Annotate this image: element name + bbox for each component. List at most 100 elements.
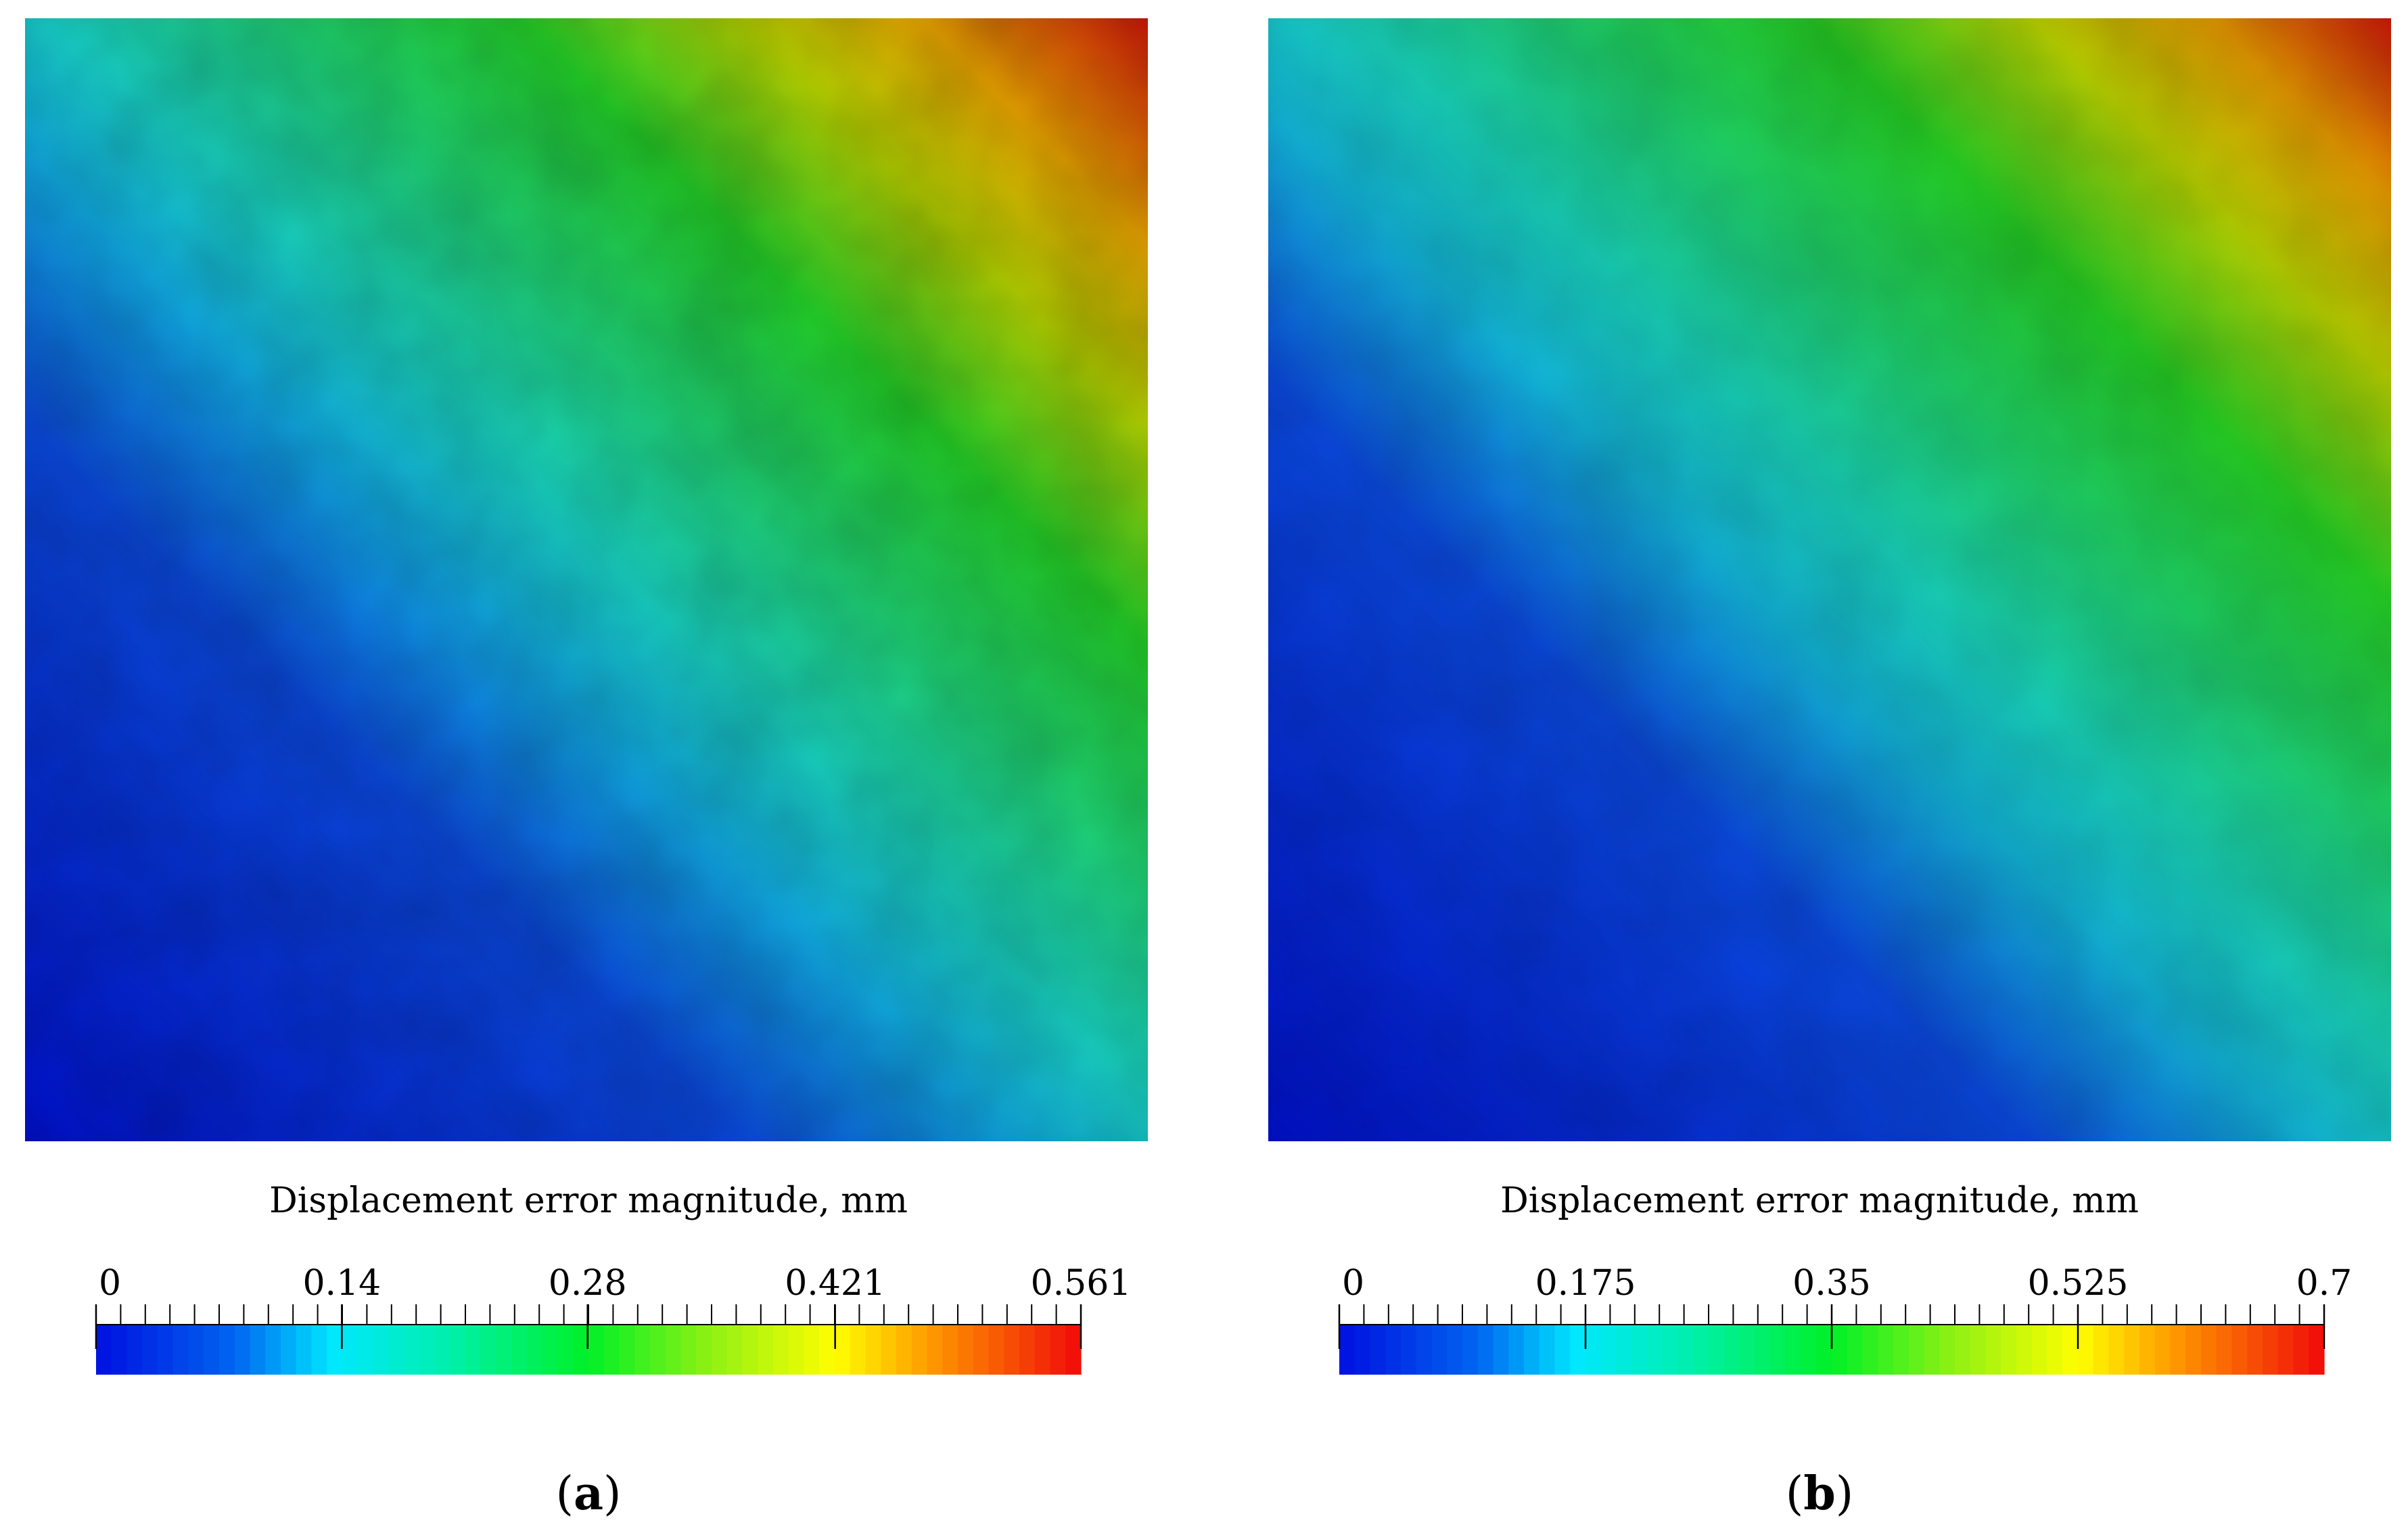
colorbar-segment [1770, 1325, 1786, 1375]
colorbar-segment [1908, 1325, 1925, 1375]
colorbar-title: Displacement error magnitude, mm [1500, 1181, 2139, 1221]
displacement-error-field-map [25, 18, 1148, 1141]
colorbar-tick-label: 0.35 [1792, 1263, 1871, 1304]
colorbar-segment [896, 1325, 912, 1375]
colorbar-segment [2124, 1325, 2140, 1375]
colorbar-segment [773, 1325, 789, 1375]
colorbar-tick-label: 0.175 [1535, 1263, 1636, 1304]
colorbar-segment [373, 1325, 389, 1375]
colorbar-segment [2201, 1325, 2217, 1375]
colorbar-segment [342, 1325, 358, 1375]
colorbar-segment [1447, 1325, 1463, 1375]
panel-label: (a) [555, 1467, 622, 1521]
colorbar-segment [1354, 1325, 1371, 1375]
colorbar-tick-label: 0 [99, 1263, 121, 1304]
colorbar-segment [219, 1325, 235, 1375]
colorbar-segment [496, 1325, 512, 1375]
colorbar-segment [588, 1325, 605, 1375]
colorbar-segment [1816, 1325, 1832, 1375]
colorbar-segment [1554, 1325, 1571, 1375]
colorbar-tick-label: 0.28 [549, 1263, 627, 1304]
colorbar-segment [1723, 1325, 1740, 1375]
colorbar-segment [2154, 1325, 2171, 1375]
colorbar-segment [2078, 1325, 2094, 1375]
colorbar-segment [1955, 1325, 1971, 1375]
colorbar-segment [1065, 1325, 1082, 1375]
colorbar-tick-label: 0.561 [1031, 1263, 1132, 1304]
colorbar-segment [204, 1325, 220, 1375]
colorbar-segment [680, 1325, 697, 1375]
colorbar-segment [1370, 1325, 1386, 1375]
colorbar-segment [1600, 1325, 1617, 1375]
colorbar-segment [250, 1325, 266, 1375]
colorbar-segment [634, 1325, 651, 1375]
colorbar-segment [1755, 1325, 1771, 1375]
colorbar-segment [2016, 1325, 2033, 1375]
colorbar-segment [188, 1325, 204, 1375]
colorbar-segment [819, 1325, 835, 1375]
colorbar-segment [1662, 1325, 1679, 1375]
colorbar-segment [1524, 1325, 1540, 1375]
colorbar-segment [1631, 1325, 1648, 1375]
colorbar-segment [1004, 1325, 1020, 1375]
colorbar-segment [2216, 1325, 2233, 1375]
colorbar: 0 0.14 0.28 0.421 0.561 [95, 1263, 1132, 1375]
colorbar-segment [2031, 1325, 2048, 1375]
colorbar-segment [2047, 1325, 2063, 1375]
colorbar-segment [1508, 1325, 1525, 1375]
colorbar-segment [450, 1325, 466, 1375]
panel-b: Displacement error magnitude, mm 0 0.175 0… [1204, 0, 2408, 1535]
colorbar-segment [296, 1325, 312, 1375]
colorbar-segment [758, 1325, 774, 1375]
colorbar-segment [1416, 1325, 1433, 1375]
colorbar-segment [927, 1325, 943, 1375]
colorbar-segment [804, 1325, 820, 1375]
colorbar-segment [958, 1325, 974, 1375]
colorbar-segment [665, 1325, 682, 1375]
colorbar-segment [1785, 1325, 1802, 1375]
colorbar-segment [1878, 1325, 1894, 1375]
panel-label: (b) [1785, 1467, 1854, 1521]
colorbar-segment [281, 1325, 297, 1375]
colorbar-segment [1847, 1325, 1863, 1375]
colorbar-segment [172, 1325, 189, 1375]
colorbar-segment [1616, 1325, 1632, 1375]
colorbar-segment [234, 1325, 251, 1375]
colorbar-segment [2093, 1325, 2110, 1375]
colorbar-segment [726, 1325, 743, 1375]
colorbar-segment [2139, 1325, 2156, 1375]
colorbar-segment [1539, 1325, 1556, 1375]
colorbar-segment [881, 1325, 897, 1375]
colorbar-tick-label: 0.421 [785, 1263, 885, 1304]
colorbar-segment [850, 1325, 866, 1375]
colorbar-segment [2263, 1325, 2279, 1375]
colorbar-tick-label: 0.14 [302, 1263, 381, 1304]
colorbar-tick-label: 0.7 [2296, 1263, 2353, 1304]
colorbar-segment [126, 1325, 143, 1375]
colorbar-segment [542, 1325, 559, 1375]
colorbar-segment [1939, 1325, 1955, 1375]
colorbar-segment [434, 1325, 450, 1375]
colorbar-segment [2231, 1325, 2248, 1375]
colorbar-segment [1585, 1325, 1602, 1375]
colorbar-segment [311, 1325, 327, 1375]
colorbar: 0 0.175 0.35 0.525 0.7 [1338, 1263, 2353, 1375]
colorbar-segment [1339, 1325, 1356, 1375]
colorbar-segment [265, 1325, 281, 1375]
colorbar-segment [742, 1325, 758, 1375]
colorbar-segment [603, 1325, 620, 1375]
colorbar-segment [1477, 1325, 1494, 1375]
colorbar-segment [1970, 1325, 1987, 1375]
colorbar-segment [96, 1325, 112, 1375]
colorbar-segment [1739, 1325, 1755, 1375]
colorbar-segment [2185, 1325, 2202, 1375]
colorbar-segment [942, 1325, 958, 1375]
colorbar-segment [327, 1325, 343, 1375]
colorbar-segment [1493, 1325, 1509, 1375]
colorbar-segment [1401, 1325, 1417, 1375]
colorbar-segment [619, 1325, 635, 1375]
colorbar-segment [1924, 1325, 1940, 1375]
colorbar-segment [158, 1325, 174, 1375]
colorbar-segment [511, 1325, 528, 1375]
colorbar-segment [988, 1325, 1004, 1375]
